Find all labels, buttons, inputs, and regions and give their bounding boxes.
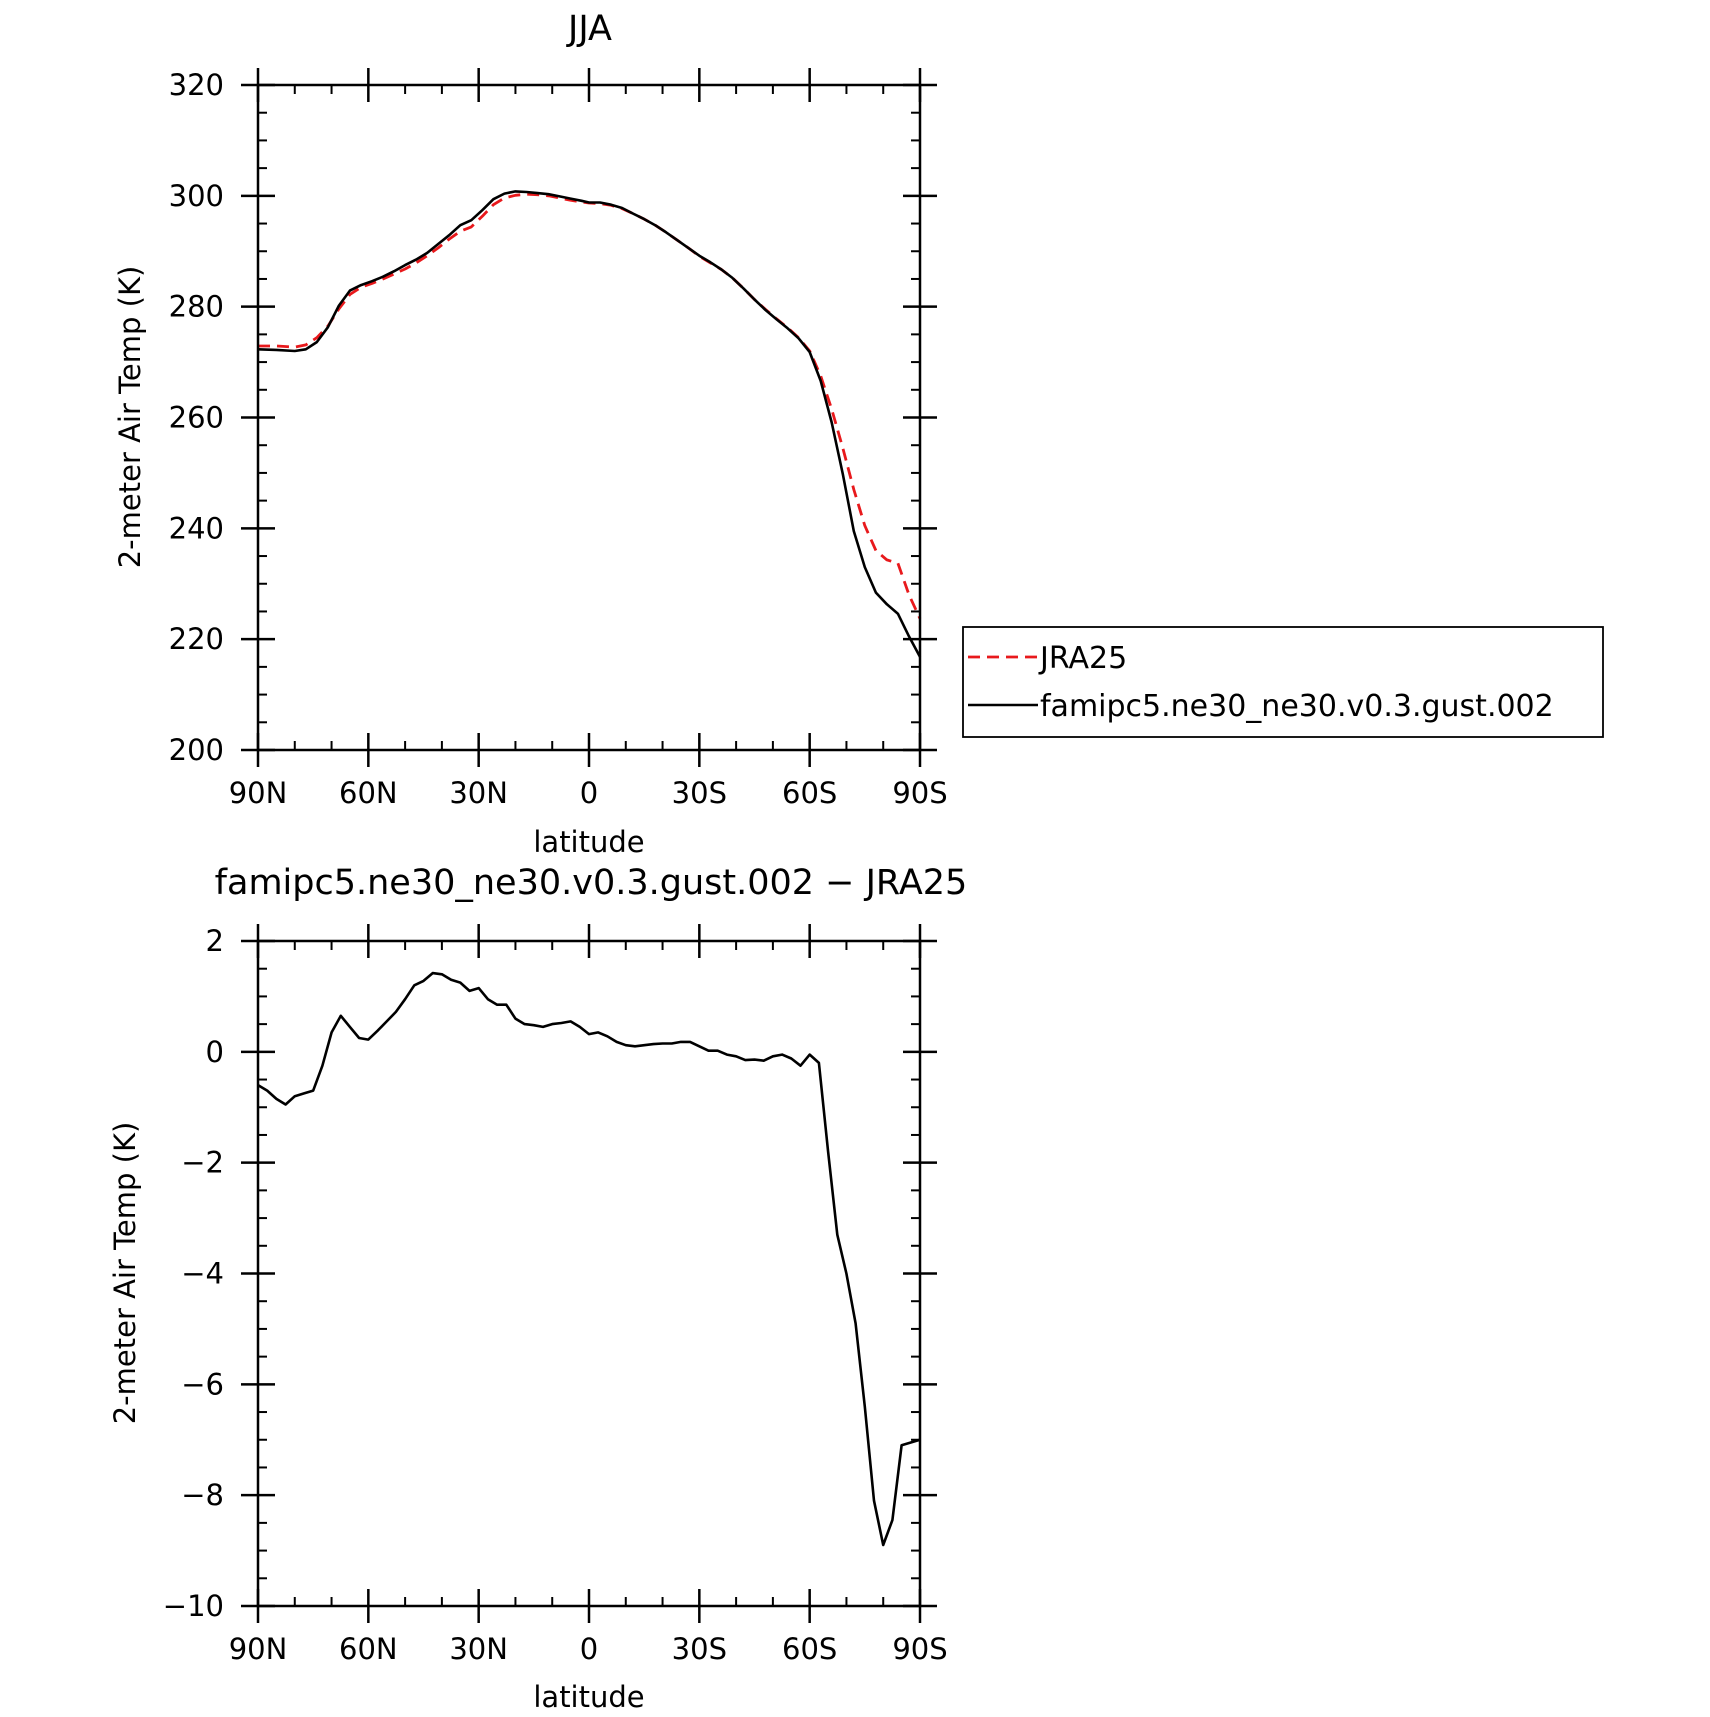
legend-box — [962, 626, 1604, 738]
top-panel-xlabel: latitude — [533, 825, 644, 859]
x-tick-label: 60S — [782, 776, 837, 810]
bottom-panel-frame — [256, 939, 922, 1608]
legend: JRA25 famipc5.ne30_ne30.v0.3.gust.002 — [962, 626, 1604, 738]
x-tick-label: 60S — [782, 1632, 837, 1666]
y-tick-label: −10 — [163, 1589, 224, 1623]
legend-label-model: famipc5.ne30_ne30.v0.3.gust.002 — [1040, 689, 1554, 724]
y-tick-label: 220 — [169, 622, 224, 656]
y-tick-label: 240 — [169, 511, 224, 545]
bottom-panel-ylabel: 2-meter Air Temp (K) — [108, 1122, 142, 1425]
y-tick-label: −6 — [181, 1367, 224, 1401]
bottom-panel: famipc5.ne30_ne30.v0.3.gust.002 − JRA25 … — [108, 863, 967, 1714]
y-tick-label: 320 — [169, 68, 224, 102]
x-tick-label: 0 — [580, 1632, 598, 1666]
x-tick-label: 30N — [449, 1632, 508, 1666]
top-panel-series — [257, 190, 922, 658]
x-tick-label: 30S — [672, 1632, 727, 1666]
bottom-panel-tick-labels: 90N 60N 30N 0 30S 60S 90S −10 −8 −6 −4 −2 0 2 — [163, 924, 948, 1666]
x-tick-label: 0 — [580, 776, 598, 810]
x-tick-label: 90S — [892, 1632, 947, 1666]
x-tick-label: 30N — [449, 776, 508, 810]
y-tick-label: 260 — [169, 401, 224, 435]
top-panel: JJA 90N 60N 30N 0 30S 60S 90S 200 220 240 260 280 30… — [113, 9, 948, 859]
x-tick-label: 90N — [229, 1632, 288, 1666]
x-tick-label: 60N — [339, 1632, 398, 1666]
y-tick-label: 0 — [206, 1035, 224, 1069]
bottom-panel-series — [257, 971, 921, 1547]
top-panel-title: JJA — [566, 9, 612, 49]
top-panel-tick-labels: 90N 60N 30N 0 30S 60S 90S 200 220 240 260 280 300 320 — [169, 68, 948, 810]
top-panel-frame — [256, 83, 922, 752]
x-tick-label: 60N — [339, 776, 398, 810]
top-panel-ylabel: 2-meter Air Temp (K) — [113, 266, 147, 569]
series-line-model — [257, 971, 921, 1547]
y-tick-label: −4 — [181, 1257, 224, 1291]
series-line-model — [257, 190, 922, 658]
y-tick-label: −8 — [181, 1478, 224, 1512]
y-tick-label: 280 — [169, 290, 224, 324]
y-tick-label: 300 — [169, 179, 224, 213]
bottom-panel-title: famipc5.ne30_ne30.v0.3.gust.002 − JRA25 — [215, 863, 968, 903]
x-tick-label: 30S — [672, 776, 727, 810]
x-tick-label: 90N — [229, 776, 288, 810]
x-tick-label: 90S — [892, 776, 947, 810]
y-tick-label: 200 — [169, 733, 224, 767]
legend-label-jra25: JRA25 — [1038, 641, 1127, 676]
y-tick-label: 2 — [206, 924, 224, 958]
y-tick-label: −2 — [181, 1146, 224, 1180]
bottom-panel-xlabel: latitude — [533, 1680, 644, 1714]
